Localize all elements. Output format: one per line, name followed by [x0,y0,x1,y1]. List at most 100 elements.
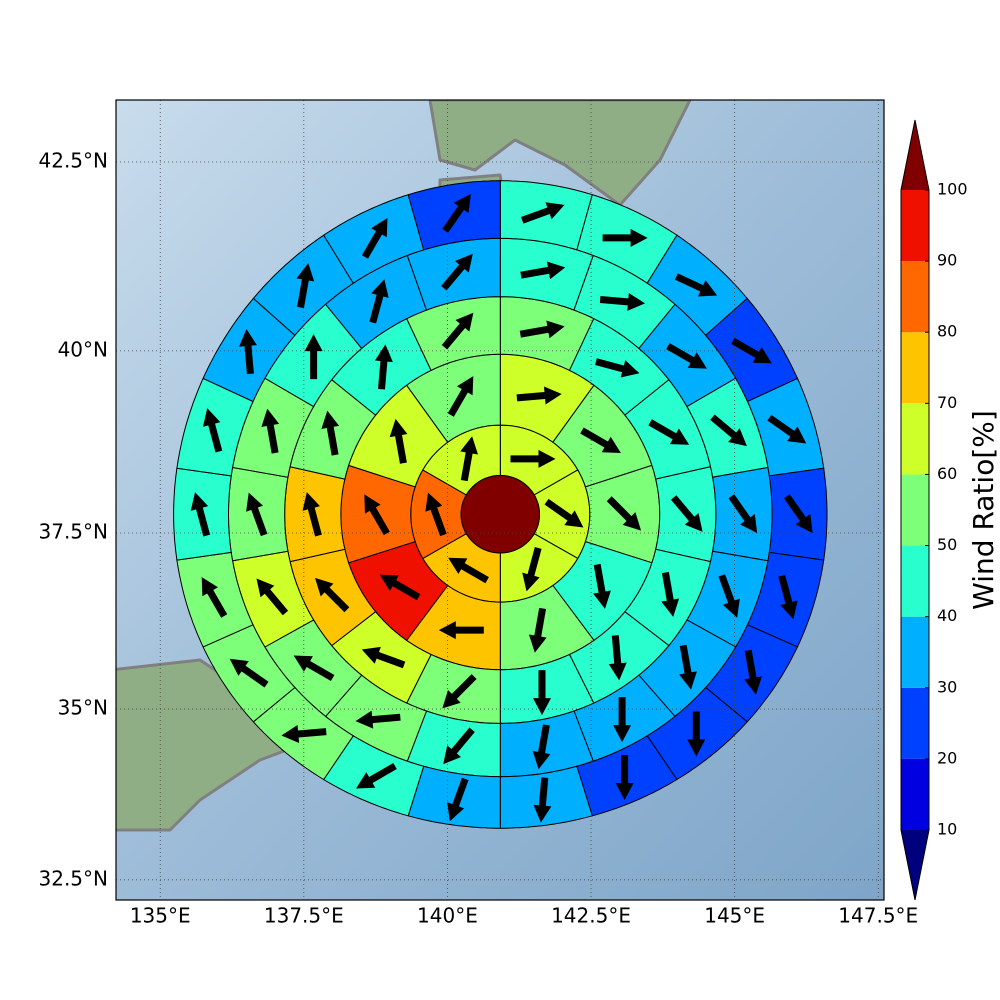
wind-arrow [767,414,807,444]
x-tick-label: 142.5°E [551,904,631,928]
wind-arrow [442,193,471,233]
x-tick-label: 137.5°E [264,904,344,928]
wind-arrow [281,725,327,743]
wind-arrow [606,496,642,531]
y-tick-label: 32.5°N [39,866,109,890]
x-tick-label: 145°E [704,904,765,928]
wind-arrow [710,414,747,447]
wind-arrow [522,547,542,592]
colorbar-tick-label: 10 [937,820,957,839]
wind-arrow [389,418,408,464]
wind-arrow [246,492,268,537]
wind-arrow [674,273,718,297]
wind-arrow [441,253,473,291]
wind-arrow [516,386,562,405]
wind-arrow [679,644,697,690]
wind-arrow [239,328,257,375]
wind-arrow [369,279,389,324]
colorbar-segment [901,190,929,262]
arrows [190,193,813,823]
wind-arrow [374,344,393,390]
wind-arrow [361,217,388,259]
wind-arrow [261,408,280,454]
x-tick-label: 135°E [130,904,191,928]
colorbar-tick-label: 60 [937,464,957,483]
wind-arrow [448,557,489,584]
wind-arrow [296,263,315,309]
wind-arrow [356,762,397,789]
wind-arrow [520,261,566,280]
wind-arrow [648,419,690,445]
colorbar-tick-label: 30 [937,677,957,696]
y-tick-label: 37.5°N [39,519,109,543]
wind-arrow [315,577,350,613]
y-tick-label: 35°N [58,696,108,720]
colorbar-tick-label: 80 [937,322,957,341]
colorbar-extend-low [901,830,929,900]
wind-arrow [447,777,469,822]
y-tick-label: 40°N [58,337,108,361]
wind-arrow [666,343,707,369]
colorbar-segment [901,403,929,475]
wind-arrow [661,571,680,617]
wind-arrow [510,449,556,468]
wind-arrow [544,498,584,528]
wind-arrow [599,292,646,311]
wind-arrow [608,635,627,681]
wind-arrow [202,408,223,453]
map-frame [115,99,885,901]
wind-arrow [519,320,565,339]
land [428,100,692,207]
colorbar-tick-label: 100 [937,180,968,199]
wind-arrow [784,494,813,534]
wind-arrow [718,574,740,618]
y-tick-label: 42.5°N [39,149,109,173]
wind-arrow [728,494,758,534]
center-cell [460,474,541,554]
colorbar-segment [901,758,929,830]
wind-arrow [293,655,335,682]
wind-arrow [441,312,474,350]
colorbar-tick-label: 20 [937,748,957,767]
wind-arrow [229,658,269,688]
wind-arrow [593,563,611,609]
colorbar-tick-label: 40 [937,606,957,625]
wind-arrow [613,697,632,743]
colorbar-frame [900,119,930,901]
colorbar-segment [901,261,929,333]
colorbar-tick-label: 90 [937,251,957,270]
wind-arrow [447,376,474,417]
x-tick-label: 147.5°E [838,904,918,928]
colorbar-segment [901,332,929,404]
wind-arrow [443,727,475,765]
wind-arrow [602,228,648,247]
wind-arrow [533,777,552,823]
wind-arrow [460,436,479,482]
wind-arrow [256,578,289,616]
wind-arrow [580,427,621,453]
colorbar-segment [901,687,929,759]
colorbar-extend-high [901,120,929,190]
wind-arrow [361,646,406,669]
wind-arrow [442,674,477,709]
colorbar-label: Wind Ratio[%] [967,410,1000,610]
wind-arrow [364,494,390,536]
wind-arrow [615,755,634,800]
polar-grid [173,180,828,829]
wind-arrow [321,410,340,456]
wind-arrow [744,649,762,695]
colorbar-segment [901,545,929,617]
wind-arrow [533,670,551,716]
colorbar-tick-label: 70 [937,393,957,412]
wind-arrow [595,358,640,378]
wind-arrow [528,607,547,653]
colorbar-segment [901,616,929,688]
wind-arrow [190,492,211,537]
wind-arrow [355,710,401,729]
wind-arrow [302,492,322,537]
x-tick-label: 140°E [417,904,478,928]
wind-arrow [438,621,484,640]
wind-arrow [425,492,447,537]
wind-arrow [670,495,703,532]
